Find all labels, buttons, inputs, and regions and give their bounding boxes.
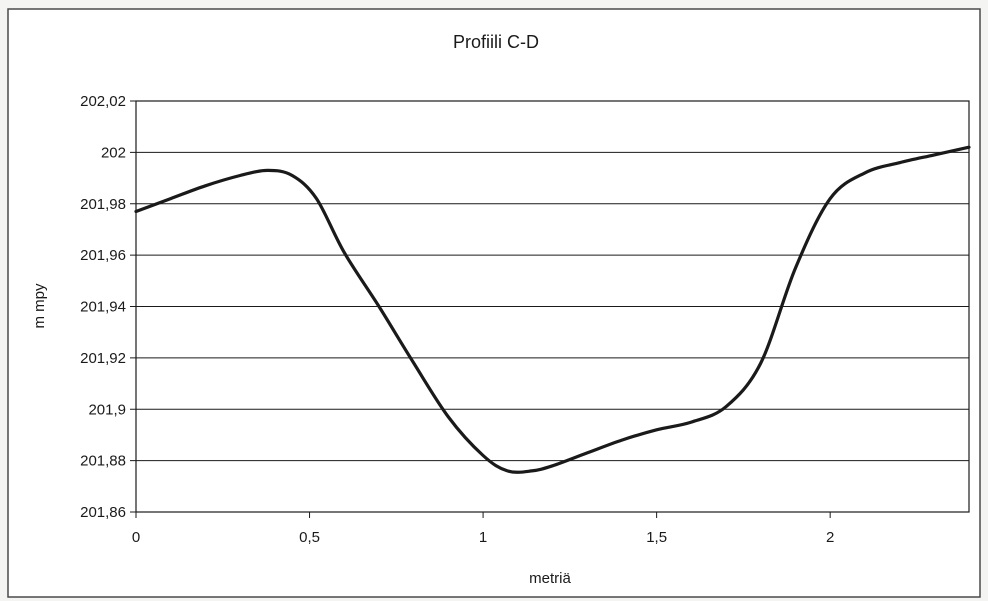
chart-border	[7, 8, 981, 598]
x-tick-label: 1	[479, 529, 487, 546]
y-axis-title: m mpy	[31, 283, 48, 329]
x-tick-labels: 0 0,5 1 1,5 2	[132, 512, 834, 546]
y-tick-label: 201,88	[80, 453, 126, 470]
y-tick-label: 201,92	[80, 350, 126, 367]
x-tick-label: 0	[132, 529, 140, 546]
chart-title: Profiili C-D	[453, 32, 539, 52]
y-tick-label: 201,94	[80, 299, 126, 316]
y-tick-label: 201,98	[80, 196, 126, 213]
x-tick-label: 2	[826, 529, 834, 546]
y-tick-labels: 201,86 201,88 201,9 201,92 201,94 201,96 201,9…	[80, 93, 136, 521]
y-tick-label: 201,96	[80, 247, 126, 264]
series-line	[134, 145, 971, 474]
y-tick-label: 202,02	[80, 93, 126, 110]
series-layer	[134, 145, 971, 474]
y-tick-label: 201,86	[80, 504, 126, 521]
y-tick-label: 202	[101, 144, 126, 161]
y-tick-label: 201,9	[88, 401, 126, 418]
x-tick-label: 0,5	[299, 529, 320, 546]
x-axis-title: metriä	[529, 570, 571, 587]
x-tick-label: 1,5	[646, 529, 667, 546]
